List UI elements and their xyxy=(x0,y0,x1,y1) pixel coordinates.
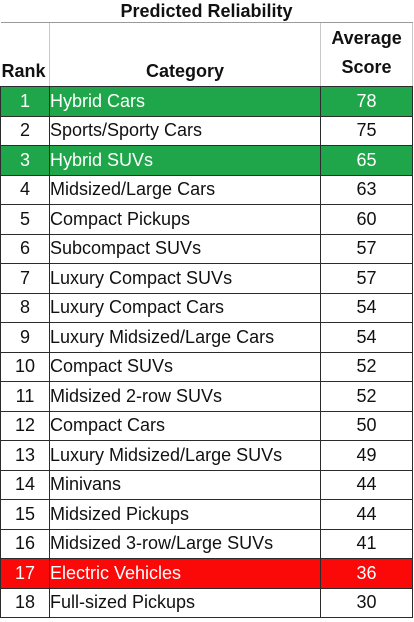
table-row: 14 Minivans 44 xyxy=(0,469,414,500)
score-cell: 63 xyxy=(319,174,414,205)
score-cell: 57 xyxy=(319,233,414,264)
rank-cell: 4 xyxy=(0,174,50,205)
rank-cell: 9 xyxy=(0,322,50,353)
rank-cell: 5 xyxy=(0,204,50,235)
table-row: 7 Luxury Compact SUVs 57 xyxy=(0,263,414,294)
category-column-header: Category xyxy=(49,22,321,87)
table-row: 6 Subcompact SUVs 57 xyxy=(0,233,414,264)
category-cell: Luxury Compact Cars xyxy=(49,292,321,323)
table-row: 12 Compact Cars 50 xyxy=(0,410,414,441)
rank-cell: 7 xyxy=(0,263,50,294)
score-cell: 52 xyxy=(319,351,414,382)
rank-cell: 16 xyxy=(0,528,50,559)
rank-column-header: Rank xyxy=(0,22,50,87)
category-cell: Full-sized Pickups xyxy=(49,587,321,618)
score-cell: 78 xyxy=(319,86,414,117)
rank-cell: 17 xyxy=(0,558,50,589)
score-cell: 30 xyxy=(319,587,414,618)
score-cell: 57 xyxy=(319,263,414,294)
category-cell: Midsized/Large Cars xyxy=(49,174,321,205)
score-cell: 75 xyxy=(319,115,414,146)
category-cell: Luxury Compact SUVs xyxy=(49,263,321,294)
rank-cell: 8 xyxy=(0,292,50,323)
score-cell: 50 xyxy=(319,410,414,441)
table-row: 2 Sports/Sporty Cars 75 xyxy=(0,115,414,146)
rank-cell: 14 xyxy=(0,469,50,500)
score-cell: 49 xyxy=(319,440,414,471)
category-cell: Hybrid Cars xyxy=(49,86,321,117)
category-cell: Electric Vehicles xyxy=(49,558,321,589)
table-row: 15 Midsized Pickups 44 xyxy=(0,499,414,530)
table-row: 17 Electric Vehicles 36 xyxy=(0,558,414,589)
score-cell: 36 xyxy=(319,558,414,589)
table-row: 9 Luxury Midsized/Large Cars 54 xyxy=(0,322,414,353)
category-cell: Midsized 2-row SUVs xyxy=(49,381,321,412)
score-cell: 60 xyxy=(319,204,414,235)
category-cell: Compact SUVs xyxy=(49,351,321,382)
rank-cell: 13 xyxy=(0,440,50,471)
category-cell: Midsized 3-row/Large SUVs xyxy=(49,528,321,559)
table-row: 18 Full-sized Pickups 30 xyxy=(0,587,414,618)
category-cell: Compact Cars xyxy=(49,410,321,441)
table-row: 3 Hybrid SUVs 65 xyxy=(0,145,414,176)
score-cell: 44 xyxy=(319,469,414,500)
average-score-column-header: Average Score xyxy=(319,22,414,87)
rank-cell: 12 xyxy=(0,410,50,441)
category-cell: Subcompact SUVs xyxy=(49,233,321,264)
table-title: Predicted Reliability xyxy=(0,0,413,23)
category-cell: Sports/Sporty Cars xyxy=(49,115,321,146)
table-row: 5 Compact Pickups 60 xyxy=(0,204,414,235)
score-cell: 54 xyxy=(319,322,414,353)
rank-cell: 2 xyxy=(0,115,50,146)
score-cell: 44 xyxy=(319,499,414,530)
category-cell: Midsized Pickups xyxy=(49,499,321,530)
score-header-line-2: Score xyxy=(341,57,392,77)
table-row: 8 Luxury Compact Cars 54 xyxy=(0,292,414,323)
category-cell: Luxury Midsized/Large Cars xyxy=(49,322,321,353)
score-header-line-1: Average xyxy=(331,28,402,48)
table-row: 1 Hybrid Cars 78 xyxy=(0,86,414,117)
score-cell: 65 xyxy=(319,145,414,176)
rank-cell: 3 xyxy=(0,145,50,176)
table-title-row: Predicted Reliability xyxy=(0,0,413,23)
category-cell: Minivans xyxy=(49,469,321,500)
table-row: 4 Midsized/Large Cars 63 xyxy=(0,174,414,205)
table-row: 10 Compact SUVs 52 xyxy=(0,351,414,382)
category-cell: Hybrid SUVs xyxy=(49,145,321,176)
rank-cell: 1 xyxy=(0,86,50,117)
table-row: 11 Midsized 2-row SUVs 52 xyxy=(0,381,414,412)
table-row: 13 Luxury Midsized/Large SUVs 49 xyxy=(0,440,414,471)
category-cell: Luxury Midsized/Large SUVs xyxy=(49,440,321,471)
rank-cell: 10 xyxy=(0,351,50,382)
rank-cell: 11 xyxy=(0,381,50,412)
table-header-row: Rank Category Average Score xyxy=(0,22,414,87)
rank-cell: 15 xyxy=(0,499,50,530)
score-cell: 52 xyxy=(319,381,414,412)
table-body: 1 Hybrid Cars 78 2 Sports/Sporty Cars 75 3 Hy… xyxy=(0,86,414,618)
rank-cell: 6 xyxy=(0,233,50,264)
score-cell: 54 xyxy=(319,292,414,323)
rank-cell: 18 xyxy=(0,587,50,618)
table-row: 16 Midsized 3-row/Large SUVs 41 xyxy=(0,528,414,559)
score-cell: 41 xyxy=(319,528,414,559)
category-cell: Compact Pickups xyxy=(49,204,321,235)
